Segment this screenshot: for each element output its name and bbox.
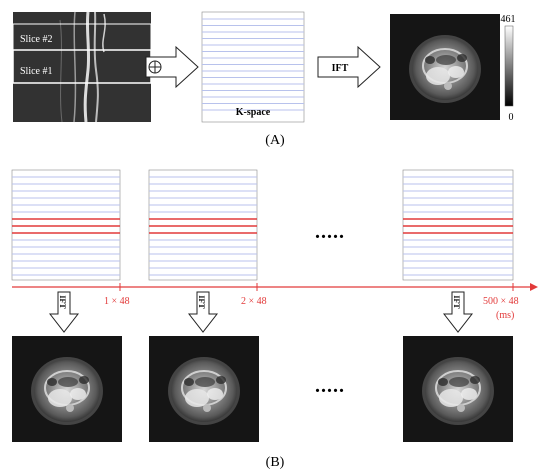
ift-arrow-b1: IFT: [49, 291, 79, 333]
ift-label-a: IFT: [332, 63, 349, 74]
colorbar: 461 0: [501, 14, 516, 123]
time-label-3: 500 × 48: [483, 296, 519, 307]
kspace-grid: K-space: [201, 11, 305, 123]
colorbar-max: 461: [501, 14, 516, 25]
ift-label-b1: IFT: [58, 295, 67, 309]
time-label-2: 2 × 48: [241, 296, 267, 307]
ift-label-b3: IFT: [452, 295, 461, 309]
ift-arrow-b2: IFT: [188, 291, 218, 333]
reconstructed-image-b3: [402, 335, 514, 443]
slice-1-label: Slice #1: [20, 66, 53, 77]
caption-b: (B): [266, 455, 285, 470]
ift-arrow-b3: IFT: [443, 291, 473, 333]
slice-2-box: [12, 23, 152, 51]
timeline: 1 × 48 2 × 48 500 × 48 (ms): [12, 283, 538, 321]
panel-a: Slice #2 Slice #1 K-space IFT: [12, 11, 516, 148]
ift-label-b2: IFT: [197, 295, 206, 309]
ellipsis-bottom: .....: [315, 375, 345, 397]
reconstructed-image-a: [389, 13, 501, 121]
kspace-frame-1: [11, 169, 121, 281]
time-label-1: 1 × 48: [104, 296, 130, 307]
reconstructed-image-b2: [148, 335, 260, 443]
kspace-frame-2: [148, 169, 258, 281]
slice-2-label: Slice #2: [20, 34, 53, 45]
sum-arrow: [145, 45, 199, 89]
kspace-frame-3: [402, 169, 514, 281]
kspace-label: K-space: [236, 107, 271, 118]
ellipsis-top: .....: [315, 221, 345, 243]
ift-arrow-a: IFT: [317, 45, 381, 89]
colorbar-min: 0: [509, 112, 514, 123]
reconstructed-image-b1: [11, 335, 123, 443]
angiogram-image: Slice #2 Slice #1: [12, 11, 156, 123]
caption-a: (A): [265, 133, 285, 148]
time-unit: (ms): [496, 310, 514, 321]
panel-b: ..... 1 × 48 2 × 48 500 × 48 (ms) IFT IF…: [11, 169, 538, 470]
